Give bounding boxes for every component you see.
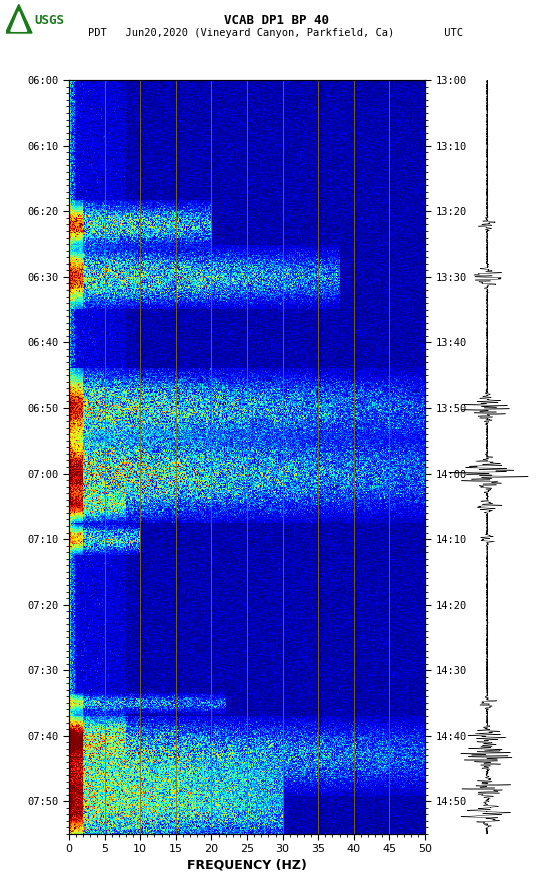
Polygon shape [6,4,32,33]
X-axis label: FREQUENCY (HZ): FREQUENCY (HZ) [187,859,307,871]
Polygon shape [11,12,26,31]
Text: USGS: USGS [34,14,64,27]
Text: PDT   Jun20,2020 (Vineyard Canyon, Parkfield, Ca)        UTC: PDT Jun20,2020 (Vineyard Canyon, Parkfie… [88,28,464,38]
Text: VCAB DP1 BP 40: VCAB DP1 BP 40 [224,14,328,27]
